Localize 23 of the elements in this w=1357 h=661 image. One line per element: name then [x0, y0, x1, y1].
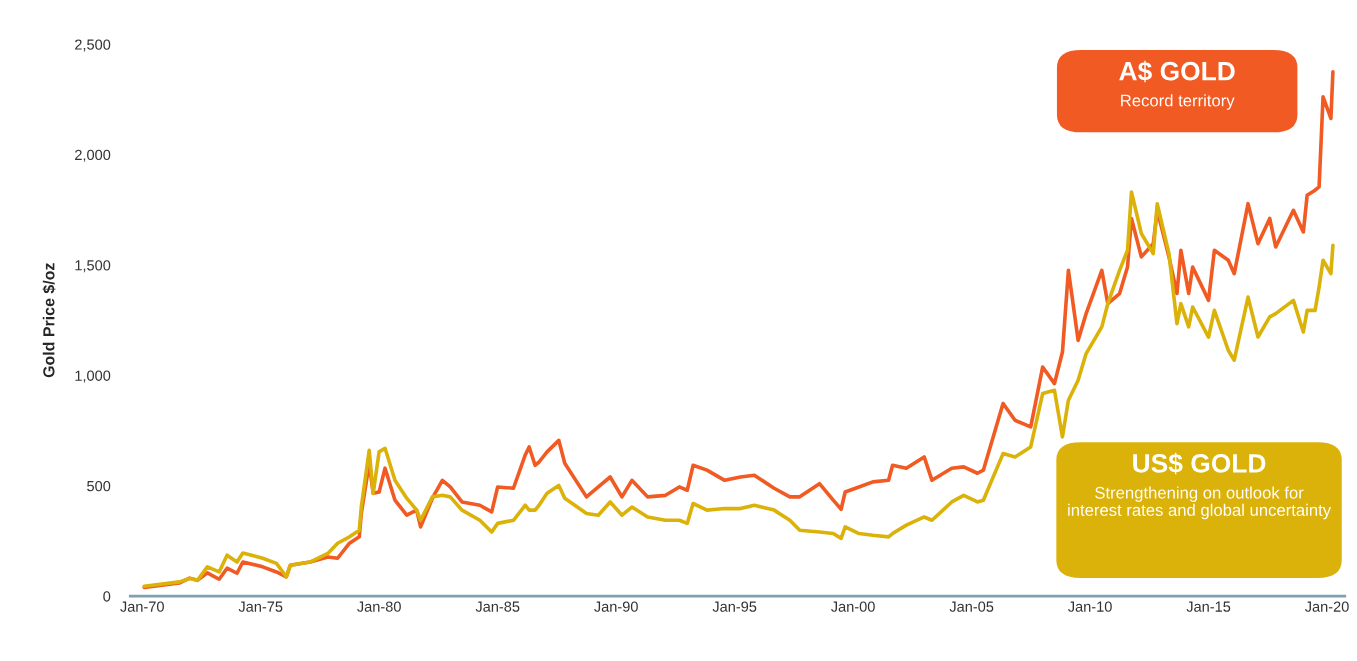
x-tick-label: Jan-20: [1304, 601, 1349, 612]
line-series: [142, 190, 1335, 589]
text: A$ GOLD: [1119, 60, 1235, 83]
x-tick-label: Jan-95: [712, 601, 757, 612]
y-tick-label: 0: [103, 591, 111, 602]
y-axis-title: Gold Price $/oz: [42, 263, 56, 378]
x-tick-label: Jan-05: [949, 601, 994, 612]
x-tick-label: Jan-15: [1186, 601, 1231, 612]
y-tick-label: 1,000: [75, 370, 111, 383]
y-tick-label: 500: [87, 480, 111, 492]
annotation: Strengthening on outlook for interest rates and global uncertainty: [1068, 486, 1332, 520]
y-tick-label: 2,500: [75, 39, 111, 52]
x-tick-label: Jan-00: [831, 601, 875, 612]
annotation: Record territory: [1121, 94, 1235, 110]
x-tick-label: Jan-75: [238, 601, 283, 612]
x-tick-label: Jan-85: [475, 601, 520, 612]
y-tick-label: 2,000: [75, 149, 111, 162]
x-tick-label: Jan-70: [120, 601, 164, 612]
text: US$ GOLD: [1133, 452, 1266, 475]
x-tick-label: Jan-80: [357, 601, 401, 612]
y-tick-label: 1,500: [75, 260, 111, 273]
x-tick-label: Jan-10: [1068, 601, 1112, 612]
x-tick-label: Jan-90: [594, 601, 638, 612]
